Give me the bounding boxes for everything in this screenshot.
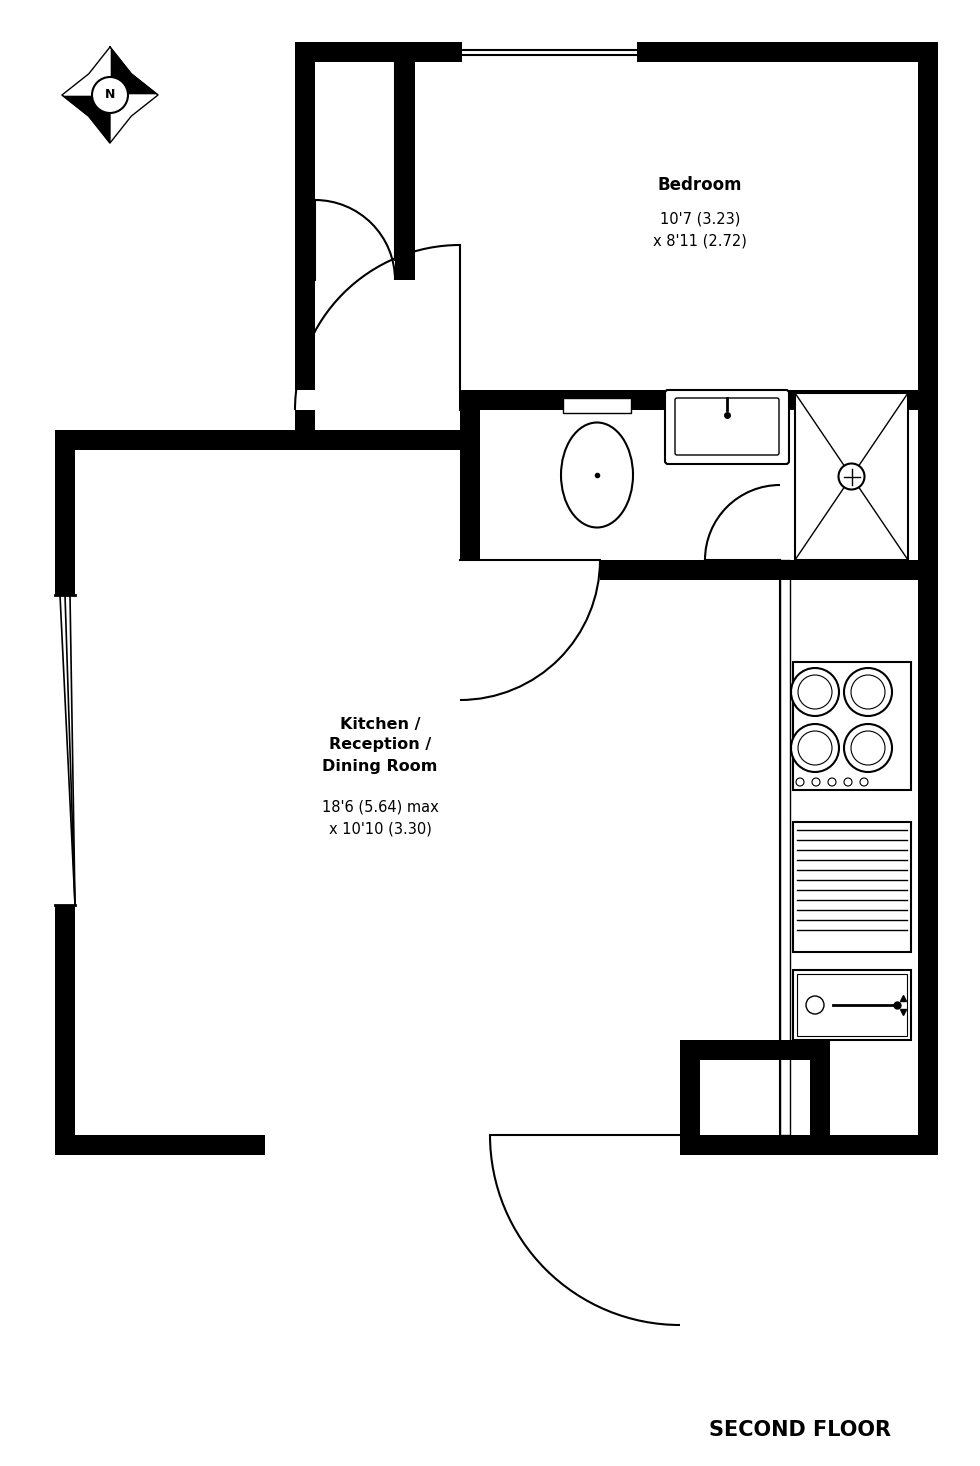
Polygon shape: [62, 95, 110, 116]
Polygon shape: [110, 47, 131, 95]
Polygon shape: [110, 95, 158, 116]
FancyBboxPatch shape: [665, 390, 789, 465]
Bar: [797, 973, 907, 1036]
Bar: [680, 1039, 810, 1060]
Bar: [315, 43, 920, 390]
Polygon shape: [110, 73, 158, 95]
Circle shape: [798, 674, 832, 710]
Circle shape: [860, 778, 868, 786]
Bar: [680, 1039, 700, 1135]
Bar: [780, 560, 790, 1135]
Bar: [295, 43, 315, 259]
Bar: [793, 663, 911, 790]
Bar: [918, 43, 938, 1155]
Bar: [395, 43, 415, 259]
Bar: [315, 259, 395, 280]
Bar: [460, 560, 600, 581]
Text: N: N: [105, 88, 116, 101]
Polygon shape: [62, 73, 110, 95]
Circle shape: [798, 732, 832, 765]
Bar: [55, 595, 75, 905]
Bar: [700, 1060, 810, 1135]
Polygon shape: [89, 95, 110, 144]
Polygon shape: [110, 95, 131, 144]
Bar: [793, 822, 911, 951]
Text: 10'7 (3.23)
x 8'11 (2.72): 10'7 (3.23) x 8'11 (2.72): [653, 211, 747, 249]
Circle shape: [92, 78, 128, 113]
Bar: [315, 43, 395, 259]
Bar: [295, 430, 460, 450]
Circle shape: [796, 778, 804, 786]
Bar: [795, 393, 908, 560]
Bar: [295, 43, 315, 430]
Bar: [460, 560, 938, 581]
Circle shape: [828, 778, 836, 786]
Circle shape: [791, 724, 839, 773]
Circle shape: [851, 732, 885, 765]
Bar: [480, 390, 920, 560]
Circle shape: [844, 778, 852, 786]
Bar: [793, 970, 911, 1039]
Circle shape: [844, 724, 892, 773]
Bar: [490, 1135, 680, 1155]
Circle shape: [851, 674, 885, 710]
Text: SECOND FLOOR: SECOND FLOOR: [709, 1421, 891, 1440]
Bar: [680, 1135, 938, 1155]
Bar: [295, 390, 938, 410]
Polygon shape: [89, 47, 110, 95]
Bar: [460, 390, 480, 560]
Bar: [295, 259, 415, 280]
Bar: [780, 560, 920, 1135]
Bar: [55, 450, 75, 1135]
Bar: [55, 1135, 265, 1155]
Bar: [75, 560, 760, 1135]
Bar: [295, 43, 938, 62]
Text: Kitchen /
Reception /
Dining Room: Kitchen / Reception / Dining Room: [322, 717, 438, 774]
Circle shape: [812, 778, 820, 786]
Bar: [55, 430, 315, 450]
Bar: [295, 390, 460, 410]
Circle shape: [839, 463, 864, 490]
Circle shape: [844, 668, 892, 715]
Ellipse shape: [561, 422, 633, 528]
Circle shape: [806, 995, 824, 1014]
Bar: [462, 43, 637, 62]
Bar: [563, 397, 631, 413]
FancyBboxPatch shape: [675, 397, 779, 454]
Circle shape: [791, 668, 839, 715]
Bar: [315, 390, 460, 560]
Text: 18'6 (5.64) max
x 10'10 (3.30): 18'6 (5.64) max x 10'10 (3.30): [321, 799, 438, 837]
Text: Bedroom: Bedroom: [658, 176, 742, 194]
Bar: [810, 1039, 830, 1135]
